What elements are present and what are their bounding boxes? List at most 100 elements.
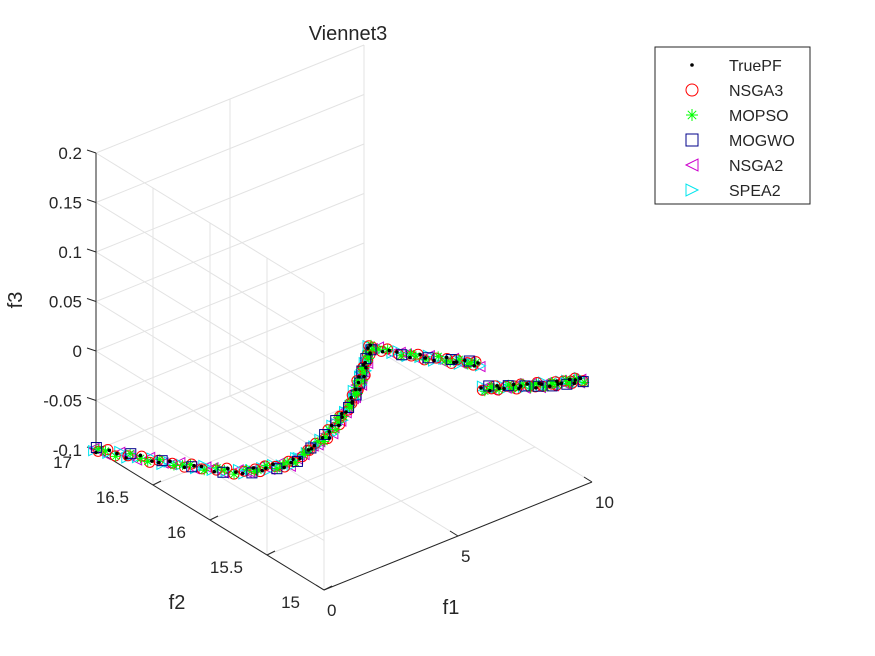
wall-grid-line xyxy=(95,242,365,352)
data-point-mogwo xyxy=(125,448,137,460)
data-point-mopso xyxy=(510,382,521,393)
y-tick-mark xyxy=(209,515,219,521)
z-tick-label: 0.05 xyxy=(49,293,82,312)
x-tick-mark xyxy=(583,476,593,483)
data-point-truepf xyxy=(572,381,577,386)
wall-grid-line xyxy=(95,193,365,302)
data-point-truepf xyxy=(454,360,459,364)
data-point-mopso xyxy=(312,436,323,447)
legend-marker-mogwo xyxy=(685,133,699,147)
data-point-mopso xyxy=(300,446,311,457)
data-point-truepf xyxy=(240,471,245,476)
data-point-truepf xyxy=(539,382,544,386)
data-series xyxy=(87,339,590,480)
data-point-truepf xyxy=(192,463,196,468)
data-point-mopso xyxy=(410,351,421,362)
data-point-mopso xyxy=(219,464,230,475)
x-tick-label: 5 xyxy=(461,547,470,566)
y-tick-label: 15 xyxy=(281,593,300,612)
data-point-mopso xyxy=(517,378,528,389)
data-point-truepf xyxy=(364,366,368,370)
data-point-truepf xyxy=(380,349,385,354)
data-point-truepf xyxy=(395,350,399,354)
y-axis-label: f2 xyxy=(169,592,186,614)
data-point-truepf xyxy=(363,360,367,365)
wall-grid-line xyxy=(95,301,325,442)
data-point-mopso xyxy=(177,460,188,471)
data-point-truepf xyxy=(327,436,332,440)
data-point-mopso xyxy=(330,424,341,435)
data-point-truepf xyxy=(306,448,311,452)
data-point-truepf xyxy=(320,435,325,440)
data-point-mopso xyxy=(125,448,136,459)
data-point-truepf xyxy=(488,388,492,393)
floor-grid-line xyxy=(266,446,536,556)
data-point-mopso xyxy=(367,344,378,355)
data-point-mopso xyxy=(540,381,551,392)
data-point-truepf xyxy=(497,386,501,391)
series-nsga2 xyxy=(87,341,587,479)
data-point-mopso xyxy=(454,354,465,365)
data-point-truepf xyxy=(547,384,552,389)
legend-label-nsga3: NSGA3 xyxy=(729,83,783,100)
data-point-truepf xyxy=(432,358,436,363)
data-point-mopso xyxy=(185,459,196,470)
z-tick-mark xyxy=(86,149,97,154)
data-point-truepf xyxy=(502,386,506,391)
data-point-truepf xyxy=(444,355,449,360)
data-point-mopso xyxy=(212,462,223,473)
data-point-mogwo xyxy=(217,466,229,478)
data-point-truepf xyxy=(356,380,361,385)
data-point-truepf xyxy=(168,459,172,464)
data-point-mopso xyxy=(282,457,293,468)
data-point-truepf xyxy=(199,464,204,469)
wall-grid-line xyxy=(95,292,365,401)
data-point-mopso xyxy=(445,356,456,367)
data-point-mopso xyxy=(487,382,498,393)
data-point-nsga3 xyxy=(238,465,250,477)
data-point-truepf xyxy=(327,429,332,434)
y-tick-label: 16.5 xyxy=(96,488,129,507)
data-point-mopso xyxy=(571,373,582,384)
data-point-mopso xyxy=(199,465,210,476)
y-tick-label: 17 xyxy=(53,453,72,472)
series-truepf xyxy=(94,343,583,476)
data-point-truepf xyxy=(559,381,564,386)
data-point-mogwo xyxy=(356,365,368,377)
data-point-mopso xyxy=(110,451,121,462)
y-tick-mark xyxy=(152,480,162,486)
data-point-nsga3 xyxy=(476,384,488,396)
data-point-nsga3 xyxy=(144,456,156,468)
data-point-mopso xyxy=(272,463,283,474)
wall-grid-line xyxy=(95,202,325,343)
data-point-mopso xyxy=(525,383,536,394)
data-point-mopso xyxy=(229,469,240,480)
y-tick-label: 16 xyxy=(167,523,186,542)
z-tick-label: 0 xyxy=(73,342,82,361)
data-point-truepf xyxy=(556,382,560,386)
data-point-nsga3 xyxy=(430,352,442,364)
x-tick-label: 0 xyxy=(327,601,336,620)
data-point-truepf xyxy=(107,448,112,453)
data-point-truepf xyxy=(418,352,422,357)
data-point-mopso xyxy=(395,350,406,361)
legend-label-spea2: SPEA2 xyxy=(729,183,781,200)
data-point-truepf xyxy=(479,386,483,390)
x-tick-mark xyxy=(315,584,325,591)
data-point-mopso xyxy=(579,377,590,388)
z-tick-mark xyxy=(86,199,97,203)
data-point-truepf xyxy=(182,465,187,470)
z-tick-label: -0.05 xyxy=(43,392,82,411)
data-point-truepf xyxy=(271,462,275,467)
data-point-mogwo xyxy=(156,455,168,467)
data-point-truepf xyxy=(340,415,344,419)
data-point-truepf xyxy=(329,423,334,428)
data-point-truepf xyxy=(115,451,119,456)
data-point-nsga3 xyxy=(136,450,148,462)
legend-marker-nsga2 xyxy=(684,158,699,172)
data-point-mopso xyxy=(154,454,165,465)
data-point-truepf xyxy=(350,400,355,404)
data-point-truepf xyxy=(212,469,217,474)
legend-box xyxy=(654,46,811,205)
data-point-nsga3 xyxy=(102,444,114,456)
